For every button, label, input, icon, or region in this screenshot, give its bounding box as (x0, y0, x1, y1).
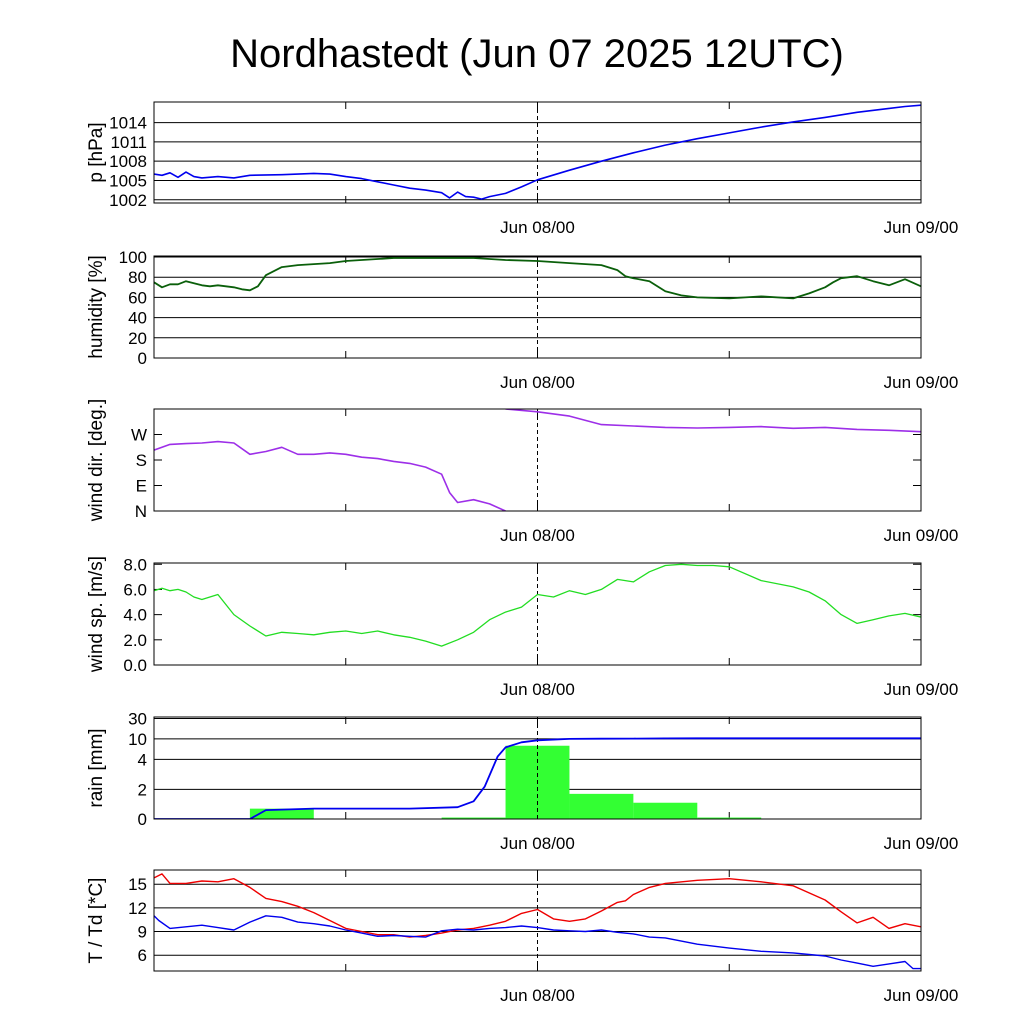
wind-direction-series-line (154, 440, 506, 511)
temperature-xtick-label: Jun 08/00 (500, 986, 575, 1005)
temperature-ytick-label: 12 (128, 899, 147, 918)
wind-direction-ylabel: wind dir. [deg.] (86, 399, 107, 523)
humidity-ylabel: humidity [%] (86, 255, 107, 358)
pressure-ytick-label: 1002 (109, 191, 147, 210)
pressure-ytick-label: 1014 (109, 114, 147, 133)
wind-speed-xtick-label: Jun 08/00 (500, 680, 575, 699)
pressure-ytick-label: 1008 (109, 152, 147, 171)
pressure-ytick-label: 1011 (110, 133, 147, 152)
wind-speed-ylabel: wind sp. [m/s] (86, 556, 107, 673)
rain-frame (153, 716, 922, 820)
pressure-series-line (154, 104, 921, 200)
wind-speed-series-line (154, 563, 921, 647)
temperature-ytick-label: 6 (138, 946, 147, 965)
wind-speed-frame (153, 562, 922, 666)
rain-ytick-label: 4 (138, 750, 147, 769)
rain-series-line (154, 737, 921, 819)
rain-ytick-label: 2 (138, 780, 147, 799)
rain-xtick-label: Jun 09/00 (884, 834, 959, 853)
humidity-series-line (154, 257, 921, 300)
rain-ytick-label: 0 (138, 810, 147, 829)
wind-direction-ytick-label: W (131, 426, 147, 445)
temperature-xtick-label: Jun 09/00 (884, 986, 959, 1005)
wind-speed-ytick-label: 0.0 (123, 656, 147, 675)
humidity-frame (153, 255, 922, 359)
humidity-ytick-label: 80 (128, 268, 147, 287)
wind-speed-ytick-label: 2.0 (123, 631, 147, 650)
rain-ylabel: rain [mm] (86, 728, 107, 807)
wind-speed-panel: 0.0 2.0 4.0 6.0 8.0 Jun 08/00 Jun 09/00 wind sp… (86, 555, 958, 699)
wind-direction-ytick-label: E (136, 477, 147, 496)
rain-bar (441, 817, 506, 819)
temperature-series-line (154, 873, 921, 938)
temperature-ytick-label: 15 (128, 875, 147, 894)
pressure-frame (153, 101, 922, 204)
rain-xtick-label: Jun 08/00 (500, 834, 575, 853)
rain-bar (697, 817, 762, 819)
wind-speed-ytick-label: 4.0 (123, 606, 147, 625)
temperature-ylabel: T / Td [*C] (86, 878, 107, 964)
wind-direction-ytick-label: S (136, 451, 147, 470)
wind-direction-ytick-label: N (135, 502, 147, 521)
temperature-panel: 6 9 12 15 Jun 08/00 Jun 09/00 T / Td [*C] (86, 869, 959, 1005)
wind-speed-ytick-label: 6.0 (123, 580, 147, 599)
pressure-xtick-label: Jun 09/00 (884, 218, 959, 237)
pressure-ylabel: p [hPa] (86, 122, 107, 182)
temperature-series-line (154, 915, 921, 970)
wind-direction-xtick-label: Jun 08/00 (500, 526, 575, 545)
wind-direction-series-line (505, 409, 921, 433)
wind-speed-ytick-label: 8.0 (123, 555, 147, 574)
humidity-ytick-label: 40 (128, 309, 147, 328)
wind-speed-xtick-label: Jun 09/00 (884, 680, 959, 699)
rain-bar (249, 808, 314, 819)
rain-bar (569, 793, 634, 819)
pressure-xtick-label: Jun 08/00 (500, 218, 575, 237)
pressure-ytick-label: 1005 (109, 171, 147, 190)
temperature-ytick-label: 9 (138, 923, 147, 942)
humidity-ytick-label: 100 (119, 248, 147, 267)
humidity-ytick-label: 20 (128, 329, 147, 348)
chart-title: Nordhastedt (Jun 07 2025 12UTC) (230, 32, 844, 76)
rain-ytick-label: 30 (128, 710, 147, 729)
humidity-ytick-label: 0 (138, 349, 147, 368)
temperature-frame (153, 869, 922, 972)
wind-direction-xtick-label: Jun 09/00 (884, 526, 959, 545)
humidity-xtick-label: Jun 08/00 (500, 373, 575, 392)
humidity-ytick-label: 60 (128, 288, 147, 307)
humidity-xtick-label: Jun 09/00 (884, 373, 959, 392)
wind-direction-frame (153, 408, 922, 512)
rain-ytick-label: 10 (128, 730, 147, 749)
rain-bar (633, 802, 698, 819)
